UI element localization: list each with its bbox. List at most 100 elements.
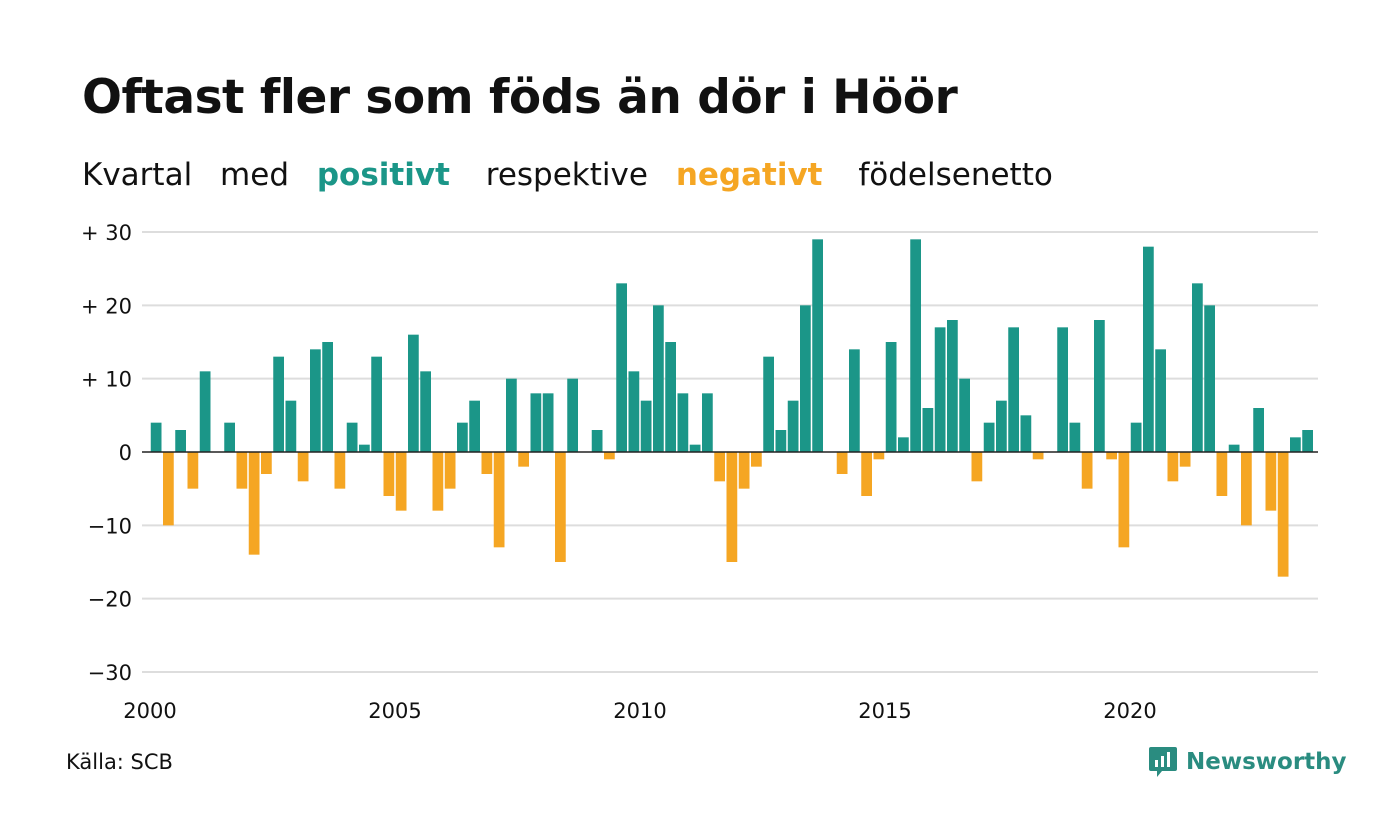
bar-positive (1008, 327, 1019, 452)
bar-negative (432, 452, 444, 511)
bar-positive (653, 305, 664, 452)
bar-negative (383, 452, 395, 496)
bar-negative (481, 452, 493, 474)
subtitle-positive-label: positivt (316, 157, 450, 193)
subtitle-word: med (220, 157, 289, 193)
bar-positive (542, 393, 554, 452)
bar-negative (493, 452, 505, 548)
y-tick-label: −20 (88, 588, 132, 612)
bar-positive (506, 378, 517, 452)
bar-positive (273, 356, 284, 452)
bar-negative (555, 452, 566, 562)
bar-positive (898, 437, 909, 452)
bar-positive (922, 408, 934, 452)
bar-negative (518, 452, 529, 467)
bar-positive (420, 371, 431, 452)
bar-negative (1167, 452, 1179, 482)
bar-positive (996, 400, 1007, 452)
bar-positive (1192, 283, 1203, 452)
bar-positive (910, 239, 921, 452)
bar-negative (334, 452, 346, 489)
x-tick-label: 2015 (858, 699, 911, 723)
bar-negative (1241, 452, 1252, 526)
bar-positive (689, 444, 701, 452)
bar-positive (150, 422, 162, 452)
bar-positive (677, 393, 689, 452)
bar-negative (873, 452, 885, 460)
bar-positive (1057, 327, 1068, 452)
bar-negative (261, 452, 272, 474)
brand-name: Newsworthy (1186, 749, 1347, 775)
bar-positive (616, 283, 627, 452)
bar-positive (285, 400, 297, 452)
bar-positive (775, 430, 787, 452)
bar-negative (1106, 452, 1117, 460)
bar-positive (224, 422, 235, 452)
bar-positive (322, 342, 333, 452)
bar-positive (1143, 246, 1154, 452)
newsworthy-icon (1149, 747, 1177, 777)
source-note: Källa: SCB (66, 750, 173, 774)
bar-positive (530, 393, 542, 452)
y-tick-label: 0 (119, 441, 132, 465)
bar-positive (640, 400, 652, 452)
y-tick-label: + 20 (81, 294, 132, 318)
bar-positive (934, 327, 946, 452)
bar-negative (1081, 452, 1093, 489)
bar-positive (1020, 415, 1032, 452)
subtitle-negative-label: negativt (675, 157, 823, 193)
bar-positive (371, 356, 382, 452)
bar-negative (1265, 452, 1277, 511)
y-tick-label: −10 (88, 514, 132, 538)
bar-positive (1253, 408, 1264, 452)
bar-negative (604, 452, 615, 460)
brand-logo: Newsworthy (1148, 744, 1347, 780)
bar-positive (885, 342, 897, 452)
bar-positive (457, 422, 468, 452)
bar-negative (836, 452, 848, 474)
bar-negative (395, 452, 407, 511)
y-tick-label: −30 (88, 661, 132, 685)
bar-positive (310, 349, 321, 452)
x-tick-label: 2000 (123, 699, 176, 723)
bar-positive (983, 422, 995, 452)
y-tick-label: + 10 (81, 368, 132, 392)
bar-negative (1032, 452, 1044, 460)
bar-positive (1290, 437, 1301, 452)
bar-positive (469, 400, 480, 452)
chart-subtitle: Kvartal med positivt respektive negativt… (82, 157, 1071, 193)
bar-positive (1069, 422, 1081, 452)
bar-negative (248, 452, 260, 555)
bar-negative (236, 452, 248, 489)
bar-positive (947, 320, 958, 452)
bar-positive (628, 371, 640, 452)
bar-positive (1204, 305, 1215, 452)
bar-positive (763, 356, 774, 452)
bar-chart: + 30 + 20 + 10 0 −10 −20 −30 2000 2005 2010 2015 20… (81, 221, 1318, 723)
bar-negative (726, 452, 738, 562)
bar-positive (849, 349, 860, 452)
bar-negative (163, 452, 174, 526)
bar-negative (714, 452, 725, 482)
bar-positive (359, 444, 370, 452)
bar-positive (1228, 444, 1240, 452)
chart-title: Oftast fler som föds än dör i Höör (82, 70, 958, 125)
bar-positive (665, 342, 676, 452)
bar-positive (408, 334, 419, 452)
bar-positive (1302, 430, 1313, 452)
bar-negative (1118, 452, 1130, 548)
bar-negative (738, 452, 750, 489)
bar-positive (567, 378, 578, 452)
bar-positive (1094, 320, 1105, 452)
bar-positive (702, 393, 713, 452)
bar-positive (175, 430, 186, 452)
bar-negative (187, 452, 199, 489)
bar-positive (346, 422, 358, 452)
bar-negative (861, 452, 872, 496)
bar-negative (971, 452, 983, 482)
bar-positive (199, 371, 211, 452)
bar-negative (1277, 452, 1289, 577)
bar-negative (1179, 452, 1191, 467)
bar-negative (751, 452, 762, 467)
bar-negative (297, 452, 309, 482)
